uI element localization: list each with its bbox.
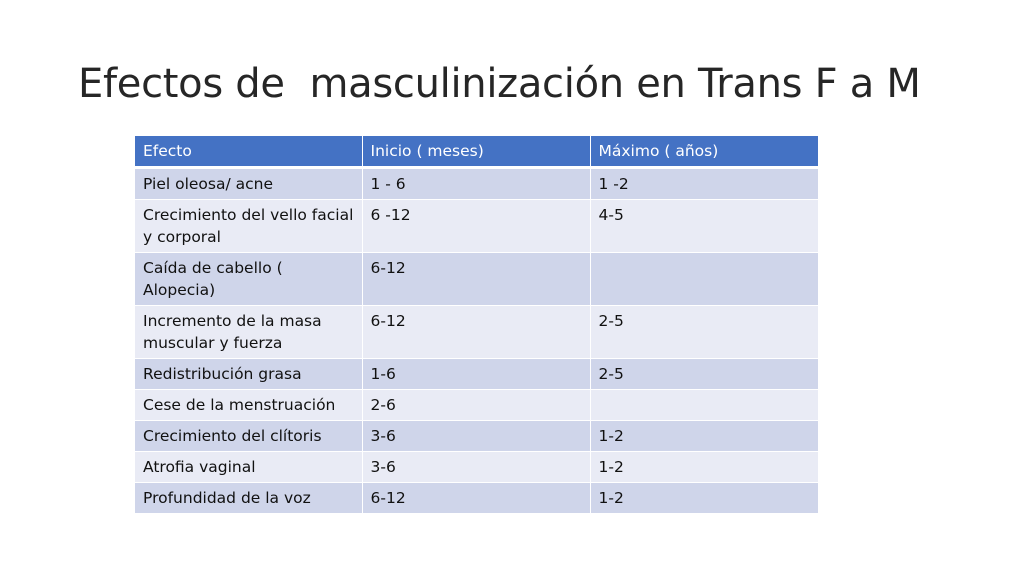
table-cell-efecto: Profundidad de la voz [135, 482, 363, 514]
table-cell-maximo: 1 -2 [590, 167, 818, 200]
table-header-row: Efecto Inicio ( meses) Máximo ( años) [135, 136, 818, 169]
table-row: Crecimiento del clítoris 3-6 1-2 [135, 420, 818, 452]
table-cell-efecto: Cese de la menstruación [135, 389, 363, 421]
table-cell-efecto: Crecimiento del vello facial y corporal [135, 199, 363, 253]
header-cell-efecto: Efecto [135, 136, 363, 169]
table-cell-inicio: 6-12 [362, 305, 591, 359]
table-row: Incremento de la masa muscular y fuerza … [135, 305, 818, 359]
table-cell-maximo [590, 252, 818, 306]
table-cell-inicio: 3-6 [362, 451, 591, 483]
table-row: Caída de cabello ( Alopecia) 6-12 [135, 252, 818, 306]
table-cell-efecto: Redistribución grasa [135, 358, 363, 390]
slide-title: Efectos de masculinización en Trans F a … [78, 61, 921, 107]
table-cell-inicio: 1-6 [362, 358, 591, 390]
table-cell-maximo: 2-5 [590, 358, 818, 390]
table-cell-maximo: 1-2 [590, 420, 818, 452]
table-row: Atrofia vaginal 3-6 1-2 [135, 451, 818, 483]
table-cell-inicio: 6 -12 [362, 199, 591, 253]
table-row: Piel oleosa/ acne 1 - 6 1 -2 [135, 167, 818, 200]
table-row: Cese de la menstruación 2-6 [135, 389, 818, 421]
table-cell-inicio: 3-6 [362, 420, 591, 452]
table-row: Crecimiento del vello facial y corporal … [135, 199, 818, 253]
table-cell-maximo: 4-5 [590, 199, 818, 253]
table-cell-maximo [590, 389, 818, 421]
table-cell-efecto: Incremento de la masa muscular y fuerza [135, 305, 363, 359]
table-cell-efecto: Piel oleosa/ acne [135, 167, 363, 200]
table-row: Profundidad de la voz 6-12 1-2 [135, 482, 818, 514]
header-cell-inicio: Inicio ( meses) [362, 136, 591, 169]
table-cell-inicio: 1 - 6 [362, 167, 591, 200]
table-cell-inicio: 6-12 [362, 252, 591, 306]
effects-table: Efecto Inicio ( meses) Máximo ( años) Pi… [135, 136, 818, 514]
table-cell-maximo: 1-2 [590, 451, 818, 483]
table-cell-efecto: Atrofia vaginal [135, 451, 363, 483]
header-cell-maximo: Máximo ( años) [590, 136, 818, 169]
table-cell-inicio: 2-6 [362, 389, 591, 421]
table-cell-efecto: Crecimiento del clítoris [135, 420, 363, 452]
table-cell-maximo: 2-5 [590, 305, 818, 359]
table-row: Redistribución grasa 1-6 2-5 [135, 358, 818, 390]
table-cell-maximo: 1-2 [590, 482, 818, 514]
table-cell-efecto: Caída de cabello ( Alopecia) [135, 252, 363, 306]
table-cell-inicio: 6-12 [362, 482, 591, 514]
